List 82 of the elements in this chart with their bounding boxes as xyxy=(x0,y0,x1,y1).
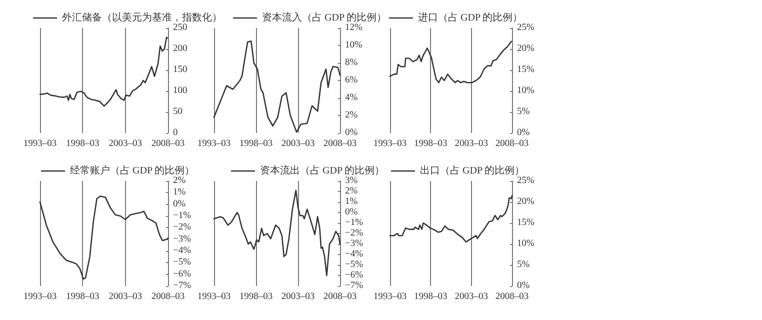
y-tick-label: 15% xyxy=(517,218,534,228)
legend-label: 出口（占 GDP 的比例） xyxy=(420,164,525,176)
x-tick-label: 2008–03 xyxy=(323,139,357,149)
y-tick-label: 25% xyxy=(517,176,534,186)
x-tick-label: 1998–03 xyxy=(66,139,100,149)
line-series xyxy=(389,195,513,243)
y-tick-label: 6% xyxy=(345,76,358,86)
y-tick-label: 5% xyxy=(517,107,530,117)
x-tick-label: 1998–03 xyxy=(414,139,448,149)
y-tick-label: 20% xyxy=(517,197,534,207)
y-tick-label: −7% xyxy=(345,281,364,291)
y-tick-label: 100 xyxy=(173,86,188,96)
y-tick-label: −5% xyxy=(173,258,192,268)
line-series xyxy=(389,40,512,84)
legend-label: 资本流入（占 GDP 的比例） xyxy=(262,12,387,24)
x-tick-label: 1993–03 xyxy=(373,139,407,149)
y-tick-label: −3% xyxy=(173,234,192,244)
y-tick-label: 1% xyxy=(173,188,186,198)
y-tick-label: 2% xyxy=(345,110,358,120)
y-tick-label: 10% xyxy=(517,239,534,249)
x-tick-label: 1993–03 xyxy=(197,292,231,302)
y-tick-label: 2% xyxy=(345,186,358,196)
y-tick-label: 150 xyxy=(173,65,188,75)
x-tick-label: 2008–03 xyxy=(151,292,185,302)
x-tick-label: 2008–03 xyxy=(151,139,185,149)
x-tick-label: 1993–03 xyxy=(23,139,57,149)
x-tick-label: 2003–03 xyxy=(281,139,315,149)
y-tick-label: 250 xyxy=(173,23,188,33)
y-tick-label: 10% xyxy=(345,40,362,50)
legend-label: 经常账户（占 GDP 的比例） xyxy=(70,164,195,176)
y-tick-label: 15% xyxy=(517,65,534,75)
y-tick-label: 8% xyxy=(345,58,358,68)
y-tick-label: 4% xyxy=(345,93,358,103)
legend-label: 资本流出（占 GDP 的比例） xyxy=(260,164,385,176)
y-tick-label: −5% xyxy=(345,260,364,270)
y-tick-label: −7% xyxy=(173,281,192,291)
y-tick-label: 0% xyxy=(517,281,530,291)
x-tick-label: 2003–03 xyxy=(108,292,142,302)
y-tick-label: 0% xyxy=(345,208,358,218)
y-tick-label: 200 xyxy=(173,44,188,54)
y-tick-label: 0% xyxy=(517,128,530,138)
y-tick-label: −2% xyxy=(345,228,364,238)
legend-label: 外汇储备（以美元为基准，指数化） xyxy=(62,12,222,24)
y-tick-label: 25% xyxy=(517,23,534,33)
y-tick-label: −1% xyxy=(345,218,364,228)
x-tick-label: 1993–03 xyxy=(197,139,231,149)
x-tick-label: 2008–03 xyxy=(495,139,529,149)
line-series xyxy=(213,190,341,276)
x-tick-label: 1998–03 xyxy=(239,139,273,149)
y-tick-label: 0% xyxy=(173,199,186,210)
y-tick-label: 3% xyxy=(345,176,358,186)
x-tick-label: 2008–03 xyxy=(495,292,529,302)
x-tick-label: 2003–03 xyxy=(108,139,142,149)
y-tick-label: 2% xyxy=(173,176,186,186)
y-tick-label: 0% xyxy=(345,128,358,138)
x-tick-label: 2003–03 xyxy=(454,139,488,149)
legend-label: 进口（占 GDP 的比例） xyxy=(418,12,523,24)
x-tick-label: 2008–03 xyxy=(323,292,357,302)
y-tick-label: −1% xyxy=(173,211,192,221)
y-tick-label: 50 xyxy=(173,107,183,117)
y-tick-label: 10% xyxy=(517,86,534,96)
y-tick-label: −6% xyxy=(173,269,192,280)
x-tick-label: 1998–03 xyxy=(414,292,448,302)
x-tick-label: 1993–03 xyxy=(23,292,57,302)
y-tick-label: −4% xyxy=(345,250,364,260)
y-tick-label: −3% xyxy=(345,239,364,249)
line-series xyxy=(39,196,169,280)
x-tick-label: 2003–03 xyxy=(281,292,315,302)
line-series xyxy=(39,36,168,107)
x-tick-label: 1993–03 xyxy=(373,292,407,302)
y-tick-label: 5% xyxy=(517,260,530,270)
y-tick-label: 12% xyxy=(345,23,362,33)
x-tick-label: 1998–03 xyxy=(66,292,100,302)
y-tick-label: −2% xyxy=(173,222,192,233)
x-tick-label: 2003–03 xyxy=(454,292,488,302)
x-tick-label: 1998–03 xyxy=(239,292,273,302)
y-tick-label: 20% xyxy=(517,44,534,54)
y-tick-label: 0 xyxy=(173,128,178,138)
y-tick-label: −6% xyxy=(345,270,364,280)
y-tick-label: −4% xyxy=(173,246,192,256)
y-tick-label: 1% xyxy=(345,197,358,207)
line-series xyxy=(213,40,341,133)
